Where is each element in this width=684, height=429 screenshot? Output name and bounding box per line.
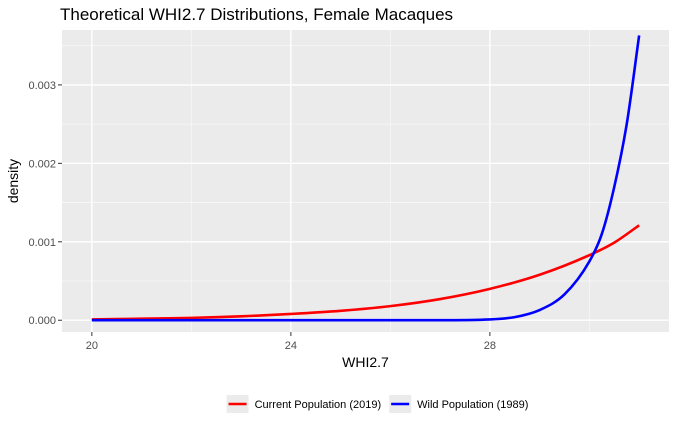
- series-line-wild-population: [91, 35, 641, 322]
- y-tick-label: 0.000: [28, 315, 56, 327]
- y-axis-title: density: [5, 159, 21, 203]
- x-axis: 20 24 28: [86, 332, 496, 352]
- legend-label: Current Population (2019): [255, 399, 382, 411]
- x-tick-label: 20: [86, 340, 98, 352]
- series-layer: [91, 35, 641, 322]
- y-axis: 0.000 0.001 0.002 0.003: [28, 80, 62, 327]
- y-tick-label: 0.002: [28, 158, 56, 170]
- x-axis-title: WHI2.7: [342, 354, 389, 370]
- x-tick-label: 24: [285, 340, 297, 352]
- x-tick-label: 28: [484, 340, 496, 352]
- y-tick-label: 0.001: [28, 237, 56, 249]
- chart-title: Theoretical WHI2.7 Distributions, Female…: [60, 5, 453, 24]
- series-line-current-population: [91, 224, 640, 321]
- legend: Current Population (2019) Wild Population…: [226, 395, 528, 413]
- legend-label: Wild Population (1989): [417, 399, 528, 411]
- minor-gridlines: [62, 30, 669, 332]
- plot-panel: [62, 30, 669, 332]
- y-tick-label: 0.003: [28, 80, 56, 92]
